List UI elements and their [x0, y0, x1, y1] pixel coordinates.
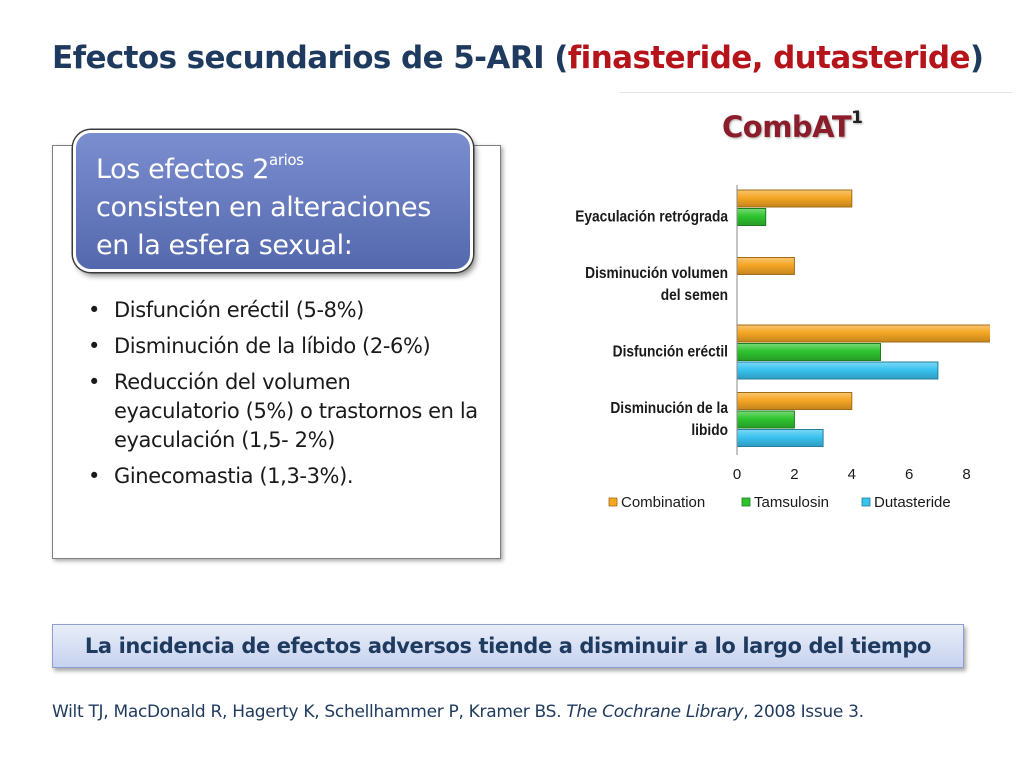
side-effects-bar-chart: Eyaculación retrógrada Disminución volume…	[575, 185, 990, 511]
bullet-libido: Disminución de la líbido (2-6%)	[88, 332, 478, 361]
legend-label-combination: Combination	[621, 494, 705, 511]
x-tick-2: 2	[790, 466, 798, 483]
bullet-erectile: Disfunción eréctil (5-8%)	[88, 296, 478, 325]
bar-dutasteride-disminucion-de-la-libido	[736, 429, 824, 447]
x-tick-8: 8	[962, 466, 970, 483]
callout-line-3: en la esfera sexual:	[96, 230, 353, 261]
category-label-disminucion-volumen-del-semen-2: del semen	[661, 286, 728, 304]
bar-combination-disminucion-volumen-del-semen	[736, 257, 795, 275]
category-label-disfuncion-erectil: Disfunción eréctil	[613, 343, 728, 361]
bar-combination-eyaculacion-retrograda	[736, 189, 853, 208]
bullet-gynecomastia: Ginecomastia (1,3-3%).	[88, 462, 478, 491]
category-label-disminucion-de-la-libido-2: libido	[691, 421, 728, 439]
legend-label-dutasteride: Dutasteride	[874, 494, 951, 511]
combat-label: CombAT1	[722, 108, 863, 145]
bar-tamsulosin-eyaculacion-retrograda	[736, 208, 767, 226]
bar-combination-disminucion-de-la-libido	[736, 392, 853, 410]
bar-tamsulosin-disminucion-de-la-libido	[736, 410, 795, 429]
slide-title: Efectos secundarios de 5-ARI (finasterid…	[52, 40, 984, 76]
bar-dutasteride-disfuncion-erectil	[736, 361, 939, 380]
chart-frame-line	[620, 92, 1012, 93]
bar-tamsulosin-disfuncion-erectil	[736, 343, 881, 361]
callout-line-1: Los efectos 2arios	[96, 151, 304, 186]
x-tick-6: 6	[905, 466, 913, 483]
bullet-ejaculation: Reducción del volumen eyaculatorio (5%) …	[88, 368, 478, 455]
title-highlight: finasteride, dutasteride	[567, 40, 971, 76]
bar-combination-disfuncion-erectil	[736, 324, 990, 343]
legend-swatch-dutasteride	[861, 497, 871, 507]
x-tick-4: 4	[848, 466, 856, 483]
x-tick-0: 0	[733, 466, 741, 483]
category-label-disminucion-de-la-libido-1: Disminución de la	[610, 399, 728, 417]
legend-label-tamsulosin: Tamsulosin	[754, 494, 829, 511]
category-label-eyaculacion-retrograda: Eyaculación retrógrada	[575, 208, 728, 226]
callout-box: Los efectos 2arios consisten en alteraci…	[73, 130, 473, 272]
callout-line-2: consisten en alteraciones	[96, 192, 431, 223]
legend-swatch-combination	[608, 497, 618, 507]
legend-swatch-tamsulosin	[741, 497, 751, 507]
conclusion-banner: La incidencia de efectos adversos tiende…	[52, 624, 964, 668]
citation: Wilt TJ, MacDonald R, Hagerty K, Schellh…	[52, 702, 864, 722]
category-label-disminucion-volumen-del-semen-1: Disminución volumen	[585, 264, 728, 282]
side-effects-list: Disfunción eréctil (5-8%) Disminución de…	[88, 296, 478, 498]
